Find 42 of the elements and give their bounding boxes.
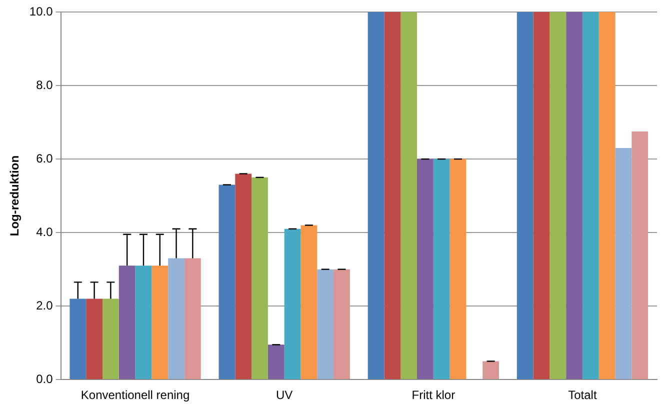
bar bbox=[284, 228, 301, 380]
bar bbox=[417, 159, 434, 380]
bar bbox=[433, 159, 450, 380]
bar bbox=[168, 258, 184, 380]
x-tick-label: Konventionell rening bbox=[80, 388, 190, 402]
bar bbox=[533, 12, 550, 380]
bar bbox=[184, 258, 201, 380]
x-tick-label: UV bbox=[276, 388, 293, 402]
bar bbox=[598, 12, 616, 380]
bar bbox=[566, 12, 582, 380]
bar bbox=[135, 266, 152, 380]
bar bbox=[300, 225, 318, 380]
y-tick-label: 0.0 bbox=[36, 372, 54, 386]
y-tick-label: 2.0 bbox=[36, 298, 54, 312]
bar bbox=[482, 361, 499, 380]
bar bbox=[516, 12, 534, 380]
bar bbox=[268, 344, 284, 380]
bar bbox=[450, 159, 466, 380]
y-tick-label: 8.0 bbox=[36, 78, 54, 92]
bar bbox=[334, 269, 350, 380]
y-tick-label: 10.0 bbox=[29, 4, 54, 18]
bar bbox=[86, 298, 102, 380]
bar bbox=[368, 12, 384, 380]
bar bbox=[102, 298, 119, 380]
bar bbox=[218, 184, 236, 380]
y-axis-title: Log-reduktion bbox=[8, 155, 22, 236]
bar bbox=[582, 12, 599, 380]
bar bbox=[400, 12, 418, 380]
bar bbox=[70, 298, 86, 380]
bar bbox=[550, 12, 566, 380]
x-tick-label: Totalt bbox=[568, 388, 598, 402]
bar bbox=[152, 266, 168, 380]
bar bbox=[118, 266, 136, 380]
bar bbox=[384, 12, 401, 380]
bar bbox=[632, 131, 648, 380]
bar bbox=[252, 177, 268, 380]
x-tick-label: Fritt klor bbox=[412, 388, 456, 402]
bar bbox=[615, 148, 632, 380]
y-tick-label: 6.0 bbox=[36, 151, 54, 166]
bar bbox=[235, 174, 252, 380]
bar bbox=[317, 269, 334, 380]
y-tick-label: 4.0 bbox=[36, 224, 54, 239]
